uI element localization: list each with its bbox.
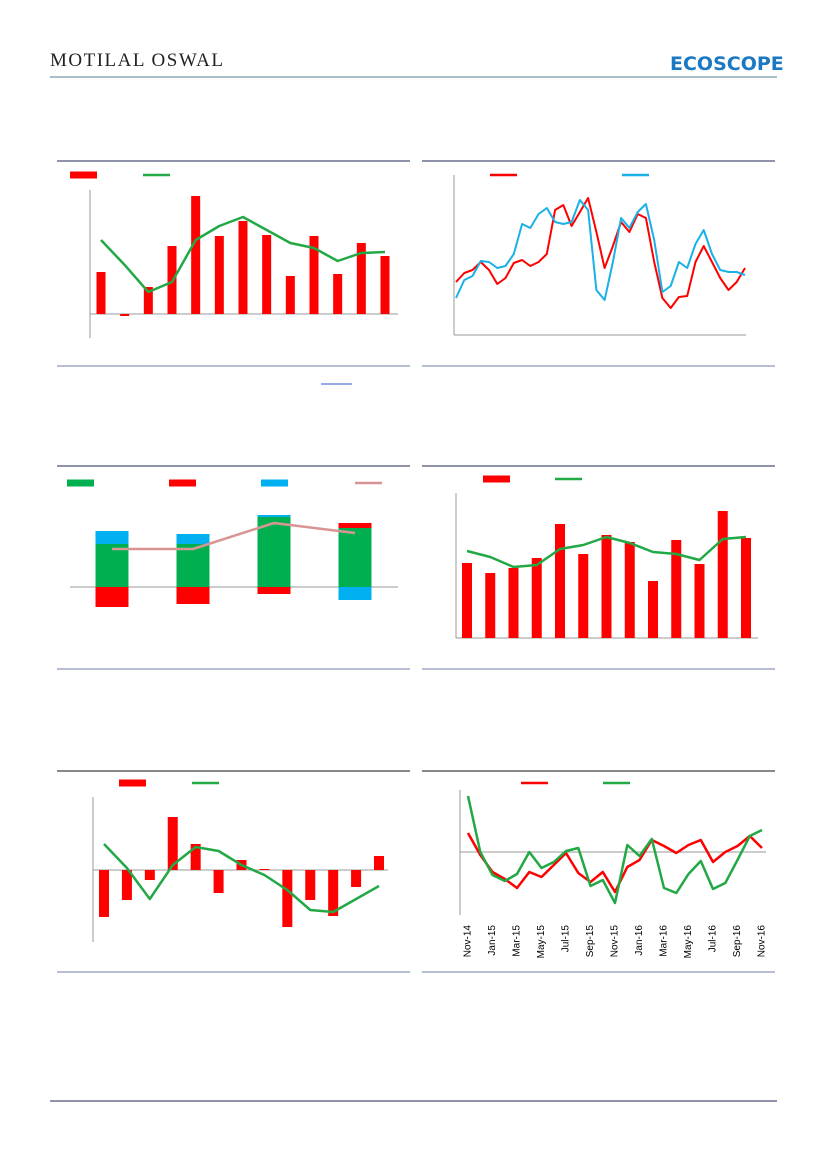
x-tick-label: May-15 (536, 925, 547, 959)
line (112, 521, 356, 551)
x-tick-label: Nov-14 (463, 925, 474, 958)
bar (257, 515, 291, 517)
bar (374, 856, 384, 870)
line (100, 215, 386, 294)
bar (356, 243, 366, 314)
logo: ECOSCOPE (670, 53, 784, 75)
bar (176, 534, 210, 544)
bar (282, 870, 293, 927)
bar (121, 870, 132, 900)
bar (95, 544, 129, 587)
bar (259, 869, 270, 870)
panel-rules (50, 160, 777, 1102)
bar (508, 568, 519, 638)
bar (338, 528, 372, 587)
bar (190, 844, 201, 870)
line (455, 197, 746, 309)
line (466, 832, 763, 894)
legend-swatch (67, 479, 94, 487)
bar (338, 523, 372, 528)
bar (671, 540, 682, 638)
bar (176, 587, 210, 604)
bar (380, 256, 390, 314)
brand: MOTILAL OSWAL (50, 50, 224, 71)
bar (95, 587, 129, 607)
bar (213, 870, 224, 893)
bar (351, 870, 362, 887)
line (466, 795, 763, 905)
bar (95, 531, 129, 544)
bar (328, 870, 339, 916)
bar (338, 587, 372, 600)
line (466, 535, 747, 569)
x-tick-label: Mar-16 (659, 925, 670, 957)
bar (257, 587, 291, 594)
bar (305, 870, 316, 900)
x-tick-label: Nov-16 (757, 925, 768, 958)
legend-swatch (483, 475, 510, 483)
legend-swatch (261, 479, 288, 487)
bar (333, 274, 343, 314)
bar (144, 870, 155, 880)
bar (694, 564, 705, 638)
bar (462, 563, 472, 638)
x-tick-label: Jan-15 (487, 925, 498, 956)
bar (176, 544, 210, 587)
bar (238, 221, 248, 314)
bar (578, 554, 589, 638)
x-tick-label: Sep-15 (585, 925, 596, 958)
x-tick-label: Sep-16 (732, 925, 743, 958)
legend-swatch (119, 779, 146, 787)
line (455, 199, 746, 301)
bar (648, 581, 658, 638)
bar (555, 524, 565, 638)
bar (96, 272, 106, 314)
bar (309, 236, 319, 314)
bar (262, 235, 272, 314)
legend-swatch (169, 479, 196, 487)
bar (99, 870, 109, 917)
bar (120, 314, 130, 316)
x-tick-label: Jul-16 (708, 925, 719, 953)
x-tick-label: Jan-16 (634, 925, 645, 956)
bar (531, 558, 542, 638)
bar (285, 276, 295, 314)
bar (143, 287, 153, 314)
bar (167, 817, 178, 870)
x-tick-label: Mar-15 (512, 925, 523, 957)
bar (717, 511, 728, 638)
bar (191, 196, 201, 314)
line (103, 843, 380, 914)
legend-swatch (70, 171, 97, 179)
bar (214, 236, 224, 314)
bar (601, 535, 612, 638)
x-tick-label: May-16 (683, 925, 694, 959)
bar (624, 542, 635, 638)
x-tick-label: Jul-15 (561, 925, 572, 953)
x-tick-label: Nov-15 (610, 925, 621, 958)
bar (485, 573, 496, 638)
bar (257, 517, 291, 587)
bar (741, 538, 751, 638)
